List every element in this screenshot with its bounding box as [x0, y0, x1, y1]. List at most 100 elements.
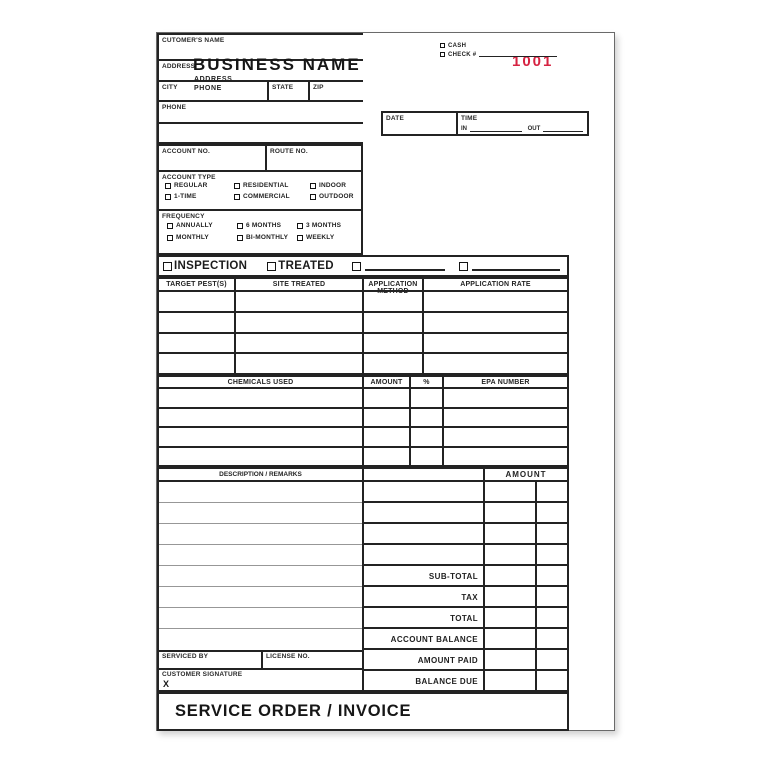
customer-signature-field[interactable]: CUSTOMER SIGNATURE X: [159, 670, 362, 691]
date-field[interactable]: DATE: [383, 113, 458, 134]
customer-phone-field[interactable]: PHONE: [159, 102, 363, 124]
account-balance-dollars-cell[interactable]: [485, 629, 537, 648]
description-row[interactable]: [159, 608, 362, 629]
check-checkbox[interactable]: [440, 52, 445, 57]
indoor-checkbox[interactable]: [310, 182, 316, 189]
application-method-cell[interactable]: [364, 312, 424, 332]
amount-cents-cell[interactable]: [537, 503, 567, 522]
epa-number-cell[interactable]: [444, 409, 567, 427]
application-method-cell[interactable]: [364, 354, 424, 373]
application-method-cell[interactable]: [364, 333, 424, 353]
other-service-checkbox-2[interactable]: [458, 261, 468, 271]
annually-checkbox[interactable]: [167, 222, 173, 229]
epa-number-cell[interactable]: [444, 389, 567, 407]
amount-cents-cell[interactable]: [537, 482, 567, 501]
regular-checkbox[interactable]: [165, 182, 171, 189]
weekly-checkbox[interactable]: [297, 234, 303, 241]
amount-cents-cell[interactable]: [537, 545, 567, 564]
other-service-fill-line-1[interactable]: [364, 262, 445, 271]
amount-cell[interactable]: [364, 447, 411, 465]
commercial-checkbox[interactable]: [234, 193, 240, 200]
chemical-cell[interactable]: [159, 389, 364, 407]
treated-checkbox[interactable]: [267, 261, 277, 271]
amount-dollars-cell[interactable]: [485, 545, 537, 564]
customer-address-field[interactable]: ADDRESS: [159, 61, 363, 82]
tax-dollars-cell[interactable]: [485, 587, 537, 606]
site-treated-cell[interactable]: [236, 312, 364, 332]
account-balance-cents-cell[interactable]: [537, 629, 567, 648]
application-rate-cell[interactable]: [424, 313, 567, 332]
subtotal-dollars-cell[interactable]: [485, 566, 537, 585]
city-field[interactable]: CITY: [159, 82, 269, 100]
time-field[interactable]: TIME IN OUT: [458, 113, 587, 134]
percent-cell[interactable]: [411, 389, 444, 407]
target-pest-cell[interactable]: [159, 354, 236, 373]
outdoor-checkbox[interactable]: [310, 193, 316, 200]
total-cents-cell[interactable]: [537, 608, 567, 627]
check-number-fill-line[interactable]: [479, 52, 558, 57]
epa-number-cell[interactable]: [444, 428, 567, 446]
amount-cents-cell[interactable]: [537, 524, 567, 543]
amount-cell[interactable]: [364, 408, 411, 426]
amount-paid-cents-cell[interactable]: [537, 650, 567, 669]
residential-checkbox[interactable]: [234, 182, 240, 189]
percent-cell[interactable]: [411, 428, 444, 446]
application-rate-cell[interactable]: [424, 354, 567, 373]
other-service-checkbox-1[interactable]: [351, 261, 361, 271]
cash-checkbox[interactable]: [440, 43, 445, 48]
application-method-cell[interactable]: [364, 292, 424, 311]
one-time-checkbox[interactable]: [165, 193, 171, 200]
description-row[interactable]: [159, 587, 362, 608]
description-row[interactable]: [159, 629, 362, 650]
zip-field[interactable]: ZIP: [310, 82, 363, 100]
application-rate-cell[interactable]: [424, 334, 567, 353]
total-dollars-cell[interactable]: [485, 608, 537, 627]
site-treated-cell[interactable]: [236, 354, 364, 373]
description-row[interactable]: [159, 503, 362, 524]
chemical-cell[interactable]: [159, 428, 364, 446]
six-months-checkbox[interactable]: [237, 222, 243, 229]
description-row[interactable]: [159, 524, 362, 545]
pest-table-header: TARGET PEST(S) SITE TREATED APPLICATION …: [159, 279, 567, 295]
amount-cell[interactable]: [364, 428, 411, 446]
blank-field[interactable]: [159, 124, 363, 142]
bi-monthly-checkbox[interactable]: [237, 234, 243, 241]
inspection-checkbox[interactable]: [163, 261, 172, 271]
target-pest-cell[interactable]: [159, 333, 236, 353]
site-treated-cell[interactable]: [236, 292, 364, 311]
state-field[interactable]: STATE: [269, 82, 310, 100]
line-item-label: [364, 503, 485, 522]
epa-number-cell[interactable]: [444, 448, 567, 466]
in-fill-line[interactable]: [470, 126, 522, 132]
other-service-fill-line-2[interactable]: [471, 262, 560, 271]
out-fill-line[interactable]: [543, 126, 583, 132]
description-row[interactable]: [159, 482, 362, 503]
balance-due-dollars-cell[interactable]: [485, 671, 537, 690]
chemical-cell[interactable]: [159, 447, 364, 465]
account-no-field[interactable]: ACCOUNT NO.: [159, 146, 267, 170]
customer-name-field[interactable]: CUTOMER'S NAME: [159, 35, 363, 61]
description-row[interactable]: [159, 566, 362, 587]
target-pest-cell[interactable]: [159, 292, 236, 311]
route-no-field[interactable]: ROUTE NO.: [267, 146, 361, 170]
target-pest-cell[interactable]: [159, 312, 236, 332]
percent-cell[interactable]: [411, 447, 444, 465]
balance-due-cents-cell[interactable]: [537, 671, 567, 690]
three-months-checkbox[interactable]: [297, 222, 303, 229]
application-rate-cell[interactable]: [424, 292, 567, 311]
subtotal-cents-cell[interactable]: [537, 566, 567, 585]
percent-cell[interactable]: [411, 408, 444, 426]
serviced-by-field[interactable]: SERVICED BY: [159, 651, 263, 668]
site-treated-cell[interactable]: [236, 333, 364, 353]
chemical-cell[interactable]: [159, 408, 364, 426]
tax-cents-cell[interactable]: [537, 587, 567, 606]
amount-paid-dollars-cell[interactable]: [485, 650, 537, 669]
license-no-field[interactable]: LICENSE NO.: [263, 652, 362, 668]
amount-dollars-cell[interactable]: [485, 482, 537, 501]
amount-dollars-cell[interactable]: [485, 524, 537, 543]
amount-dollars-cell[interactable]: [485, 503, 537, 522]
monthly-checkbox[interactable]: [167, 234, 173, 241]
one-time-label: 1-TIME: [174, 193, 197, 200]
amount-cell[interactable]: [364, 389, 411, 407]
description-row[interactable]: [159, 545, 362, 566]
